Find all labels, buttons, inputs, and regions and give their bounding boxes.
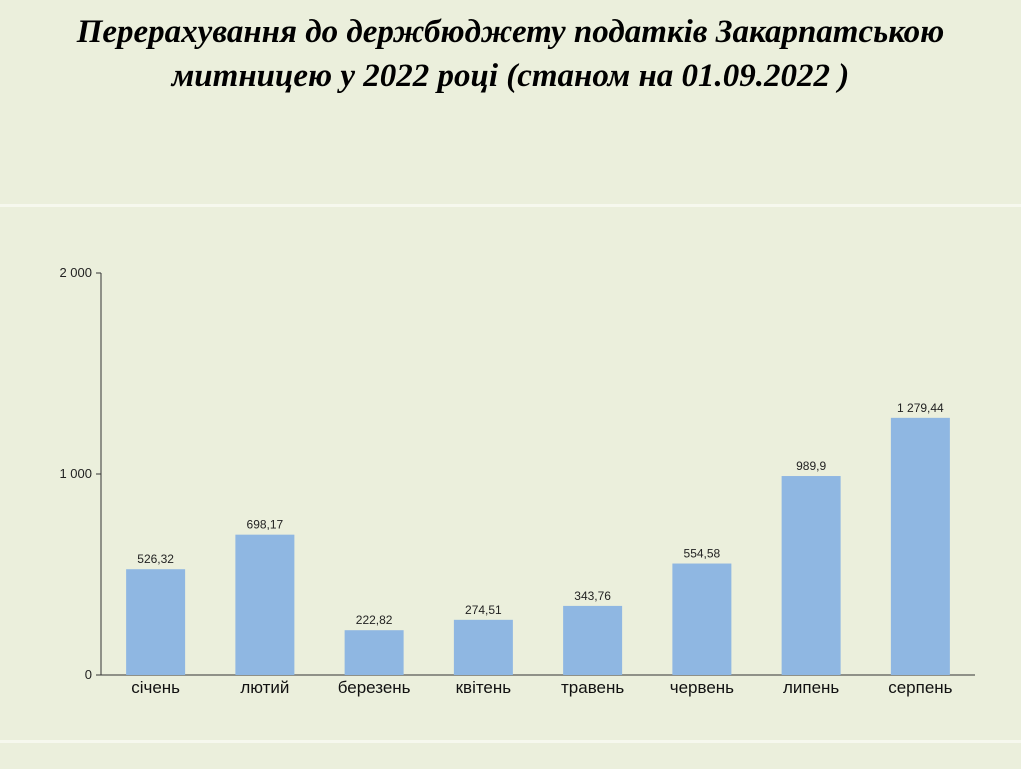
bar-value-label: 526,32 [137, 552, 174, 566]
x-category-label: серпень [888, 678, 952, 697]
bar-value-label: 698,17 [247, 518, 284, 532]
chart-title-line-1: Перерахування до держбюджету податків За… [76, 14, 945, 50]
x-category-label: січень [131, 678, 180, 697]
bar-value-label: 989,9 [796, 459, 826, 473]
x-category-label: квітень [456, 678, 512, 697]
bar-chart: 0 1 000 2 000 січень лютий березень квітень тр… [59, 265, 975, 697]
bar-value-label: 554,58 [684, 547, 721, 561]
chart-title: Перерахування до держбюджету податків За… [0, 10, 1021, 98]
x-category-label: травень [561, 678, 624, 697]
bar-7 [781, 476, 841, 675]
bar-value-label: 274,51 [465, 603, 502, 617]
bar-4 [453, 619, 513, 675]
bar-5 [563, 605, 623, 675]
bar-6 [672, 563, 732, 675]
bottom-divider [0, 740, 1021, 743]
y-tick-label: 2 000 [59, 265, 92, 280]
bar-value-label: 222,82 [356, 613, 393, 627]
x-category-label: березень [338, 678, 411, 697]
x-axis: січень лютий березень квітень травень червень… [101, 674, 975, 697]
x-category-label: лютий [240, 678, 289, 697]
bars: 526,32 698,17 222,82 274,51 343,76 554,58 989,… [126, 401, 950, 675]
y-axis: 0 1 000 2 000 [59, 265, 102, 682]
bar-value-label: 343,76 [574, 589, 611, 603]
y-tick-label: 1 000 [59, 466, 92, 481]
bar-8 [890, 417, 950, 675]
x-category-label: липень [783, 678, 839, 697]
chart-title-line-2: митницею у 2022 році (станом на 01.09.20… [171, 58, 850, 94]
top-divider [0, 204, 1021, 207]
y-tick-label: 0 [85, 667, 92, 682]
bar-3 [344, 630, 404, 675]
bar-value-label: 1 279,44 [897, 401, 944, 415]
bar-2 [235, 534, 295, 675]
x-category-label: червень [670, 678, 734, 697]
bar-1 [126, 569, 186, 675]
